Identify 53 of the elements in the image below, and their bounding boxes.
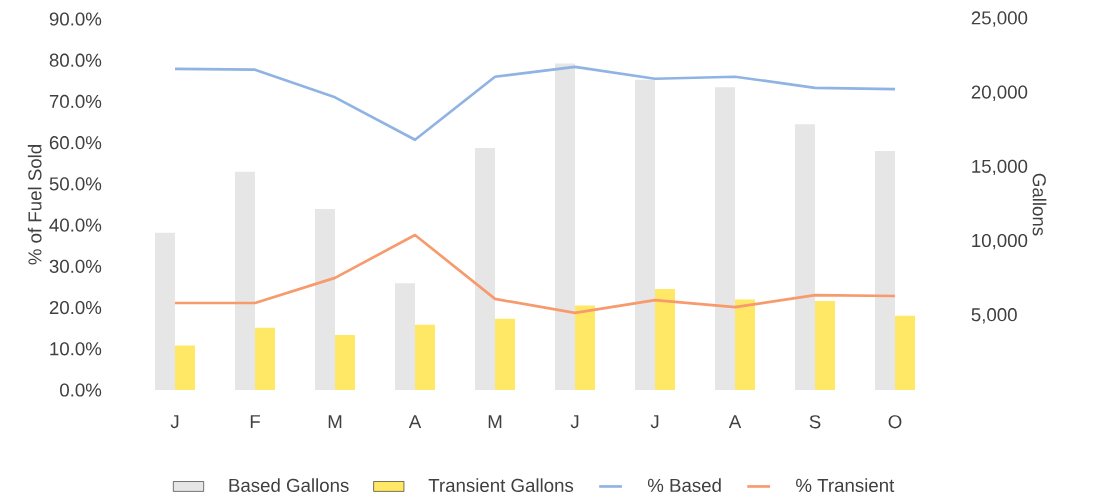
line-series: [173, 233, 897, 315]
bar: [635, 79, 656, 390]
x-tick-label: J: [570, 415, 579, 429]
bar: [815, 300, 836, 390]
bar: [875, 151, 896, 390]
y-tick-label: 50.0%: [49, 177, 102, 191]
y2-axis-title: Gallons: [1032, 173, 1047, 236]
y-tick-label: 70.0%: [49, 94, 102, 109]
x-tick-label: J: [170, 415, 179, 429]
x-tick-label: S: [809, 415, 821, 429]
bar: [255, 327, 276, 390]
y2-tick-label: 20,000: [971, 85, 1028, 101]
x-tick-label: J: [650, 415, 659, 429]
bar: [395, 283, 416, 390]
y-tick-label: 0.0%: [60, 383, 102, 397]
bar: [795, 124, 816, 390]
x-tick-label: A: [408, 415, 422, 428]
y-axis-title: % of Fuel Sold: [27, 145, 42, 265]
bar: [895, 315, 916, 390]
legend-label: % Based: [647, 478, 721, 493]
bar: [655, 289, 676, 390]
line-series: [173, 65, 897, 142]
bar: [235, 171, 256, 390]
legend-label: % Transient: [796, 478, 895, 493]
x-tick-label: O: [888, 415, 902, 429]
x-tick-label: A: [728, 415, 742, 428]
y-tick-label: 30.0%: [49, 259, 102, 273]
legend-label: Based Gallons: [229, 478, 349, 493]
bar: [555, 63, 576, 390]
bar: [715, 87, 736, 390]
y-tick-label: 20.0%: [49, 300, 102, 315]
bar: [335, 335, 356, 390]
y-tick-label: 80.0%: [49, 53, 102, 67]
bar: [175, 345, 196, 390]
legend-label: Transient Gallons: [428, 478, 574, 493]
y2-tick-label: 5,000: [971, 308, 1017, 324]
y-tick-label: 40.0%: [49, 218, 102, 232]
bar: [315, 208, 336, 390]
y-tick-label: 10.0%: [50, 342, 102, 356]
x-tick-label: F: [250, 415, 260, 428]
bar: [575, 305, 596, 390]
y2-tick-label: 10,000: [972, 233, 1028, 250]
y-tick-label: 90.0%: [49, 12, 102, 26]
bar: [155, 232, 176, 390]
bar: [415, 324, 436, 390]
y2-tick-label: 15,000: [972, 159, 1028, 176]
bar: [735, 299, 756, 390]
x-tick-label: M: [488, 415, 502, 428]
y-tick-label: 60.0%: [49, 136, 102, 150]
bar: [495, 318, 516, 390]
x-tick-label: M: [328, 415, 342, 428]
y2-tick-label: 25,000: [971, 11, 1028, 27]
bar: [475, 148, 496, 390]
